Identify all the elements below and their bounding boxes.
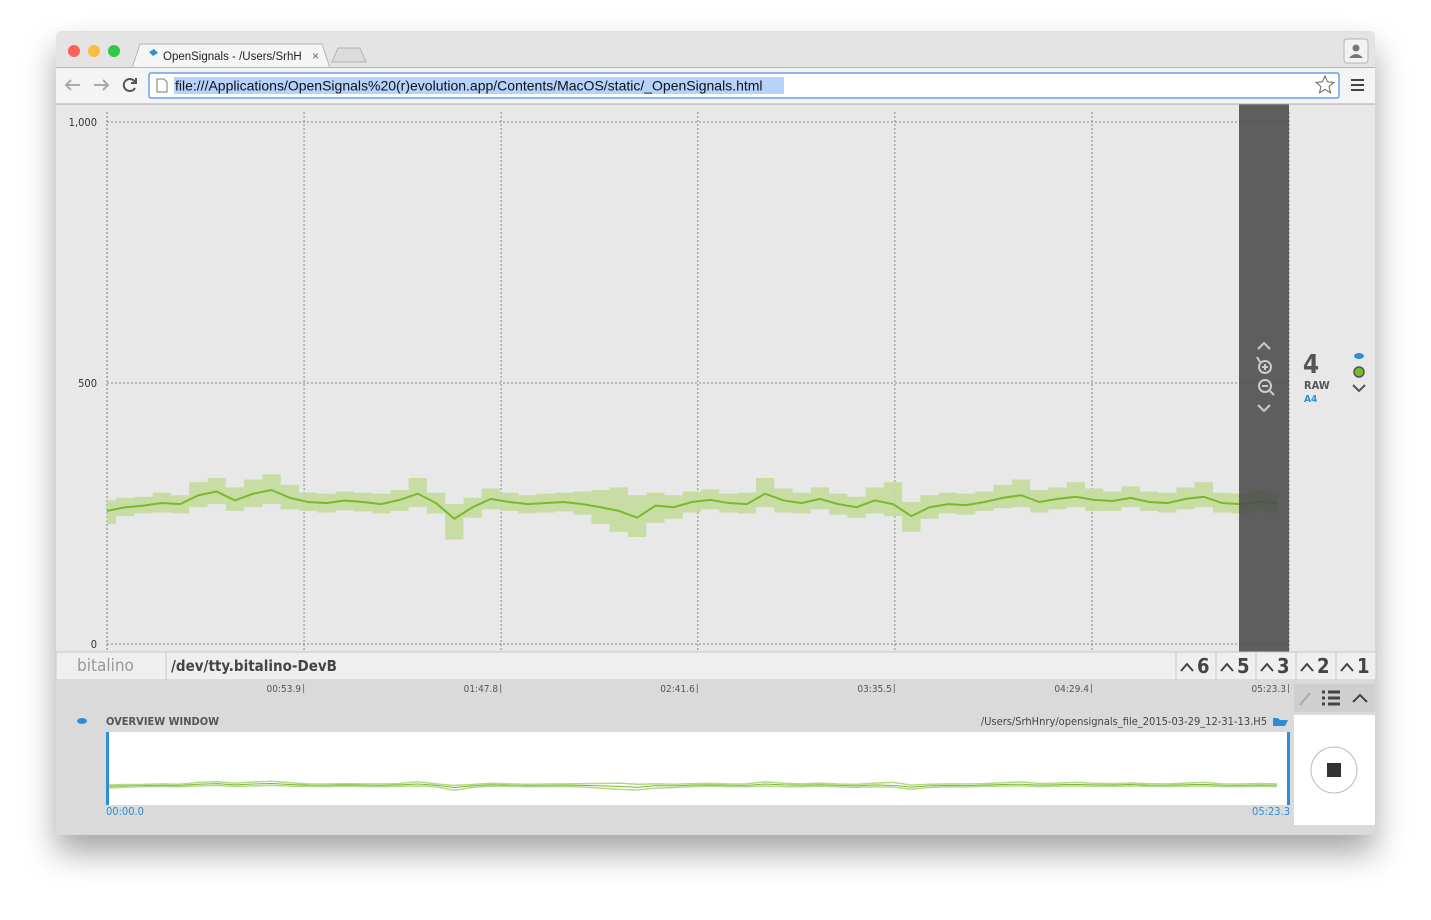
overview-line (106, 782, 1277, 788)
channel-button-label: 3 (1277, 654, 1290, 678)
overview-title: OVERVIEW WINDOW (106, 715, 219, 728)
signal-range (573, 491, 592, 515)
channel-button[interactable] (1295, 651, 1337, 681)
device-logo: bitalino (77, 656, 134, 676)
overview-signal (106, 780, 1277, 792)
signal-range (1066, 482, 1085, 508)
channel-number: 4 (1303, 350, 1319, 380)
bookmark-star[interactable] (1314, 74, 1336, 94)
x-tick-label: 03:35.5 (857, 684, 892, 695)
channel-button-label: 5 (1237, 654, 1250, 678)
channel-button-label: 1 (1357, 654, 1370, 678)
visibility-toggle[interactable] (1354, 353, 1364, 359)
x-tick-label: 01:47.8 (464, 684, 499, 695)
signal-range (627, 495, 647, 537)
close-button[interactable] (68, 45, 80, 57)
overview-line (106, 784, 1277, 792)
y-tick-label: 500 (78, 377, 97, 390)
profile-icon (1352, 44, 1360, 52)
x-tick-label: 00:53.9 (267, 684, 302, 695)
x-tick-label: 04:29.4 (1054, 684, 1089, 695)
channel-buttons: 6 5 3 2 1 (1175, 651, 1377, 681)
signal-range (107, 500, 117, 524)
signal-range (609, 487, 628, 532)
title-bar (56, 31, 1375, 68)
list-button[interactable] (1322, 690, 1340, 706)
signal-range (445, 504, 464, 540)
device-bar (55, 651, 1376, 681)
device-port: /dev/tty.bitalino-DevB (171, 657, 337, 675)
channel-menu[interactable] (1352, 384, 1366, 393)
overview-end: 05:23.3 (1252, 805, 1290, 818)
stop-icon (1327, 763, 1341, 777)
channel-input: A4 (1304, 394, 1317, 405)
open-folder[interactable] (1273, 718, 1288, 726)
channel-button[interactable] (1175, 651, 1217, 681)
caret (1180, 662, 1194, 672)
signal-range (1121, 486, 1140, 508)
y-tick-label: 0 (91, 638, 97, 651)
file-path: /Users/SrhHnry/opensignals_file_2015-03-… (981, 715, 1267, 728)
back-button[interactable] (64, 79, 80, 91)
signal-range (957, 493, 976, 515)
overview-plot (107, 732, 1289, 805)
caret (1220, 662, 1234, 672)
reload-button[interactable] (122, 78, 137, 92)
caret (1300, 662, 1314, 672)
window-start-handle[interactable] (106, 732, 109, 805)
caret (1340, 662, 1354, 672)
zoom-controls[interactable] (1256, 341, 1275, 413)
collapse-button[interactable] (1352, 693, 1368, 703)
x-tick-label: 05:23.3 (1251, 684, 1286, 695)
signal-range (938, 492, 958, 514)
plug-button[interactable] (1299, 692, 1311, 706)
minimize-button[interactable] (88, 45, 100, 57)
signal-range (646, 492, 665, 523)
channel-mode: RAW (1304, 379, 1330, 392)
x-tick-label: 02:41.6 (660, 684, 695, 695)
channel-button[interactable] (1335, 651, 1377, 681)
caret (1260, 662, 1274, 672)
signal-line (106, 488, 1277, 520)
channel-button[interactable] (1255, 651, 1297, 681)
channel-button-label: 2 (1317, 654, 1330, 678)
channel-button[interactable] (1215, 651, 1257, 681)
color-toggle[interactable] (1353, 366, 1365, 378)
plot-area (56, 104, 1375, 653)
forward-button[interactable] (94, 79, 110, 91)
signal-range (993, 484, 1012, 509)
signal-range (1194, 482, 1213, 508)
tab-title: OpenSignals - /Users/SrhH (163, 51, 302, 63)
x-axis: 00:53.9 01:47.8 02:41.6 03:35.5 04:29.4 05:23… (267, 684, 1289, 695)
tab-icon (149, 49, 158, 56)
channel-button-label: 6 (1197, 654, 1210, 678)
signal-range (883, 482, 903, 517)
signal-range (1011, 479, 1031, 508)
overview-visibility[interactable] (77, 718, 87, 724)
overview-line (106, 780, 1277, 787)
profile-icon (1349, 54, 1363, 58)
y-tick-label: 1,000 (69, 116, 97, 129)
menu-button[interactable] (1351, 79, 1364, 91)
signal-range (225, 487, 245, 511)
zoom-panel (1239, 104, 1289, 653)
new-tab[interactable] (331, 47, 367, 63)
overview-start: 00:00.0 (106, 805, 144, 818)
url[interactable]: file:///Applications/OpenSignals%20(r)ev… (175, 78, 763, 94)
page-icon (156, 78, 168, 93)
selection (174, 77, 784, 94)
zoom-button[interactable] (108, 45, 120, 57)
window-end-handle[interactable] (1287, 732, 1290, 805)
tab-close[interactable]: × (312, 49, 319, 63)
